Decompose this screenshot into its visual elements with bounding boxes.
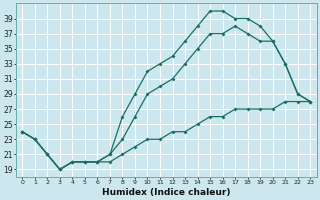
X-axis label: Humidex (Indice chaleur): Humidex (Indice chaleur)	[102, 188, 230, 197]
